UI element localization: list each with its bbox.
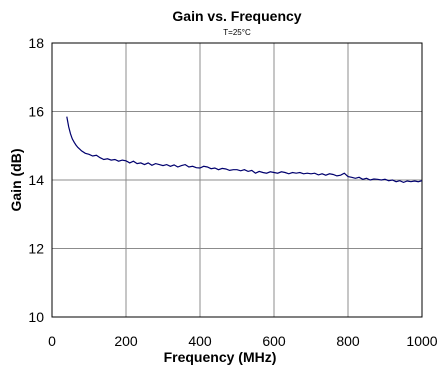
- x-axis-label: Frequency (MHz): [164, 349, 277, 365]
- gridlines: [52, 43, 422, 317]
- y-tick-labels: 10 12 14 16 18: [28, 35, 44, 325]
- x-tick-label-5: 1000: [406, 333, 437, 349]
- y-axis-label: Gain (dB): [8, 149, 24, 212]
- x-tick-label-0: 0: [48, 333, 56, 349]
- x-tick-label-4: 800: [336, 333, 360, 349]
- plot-area-frame: [51, 42, 423, 318]
- y-tick-label-2: 14: [28, 172, 44, 188]
- y-tick-label-4: 18: [28, 35, 44, 51]
- series-line-0: [66, 116, 423, 184]
- x-tick-labels: 0 200 400 600 800 1000: [48, 333, 438, 349]
- x-tick-label-3: 600: [262, 333, 286, 349]
- y-tick-label-0: 10: [28, 309, 44, 325]
- chart-title: Gain vs. Frequency: [172, 8, 301, 24]
- y-tick-label-3: 16: [28, 104, 44, 120]
- y-tick-label-1: 12: [28, 241, 44, 257]
- x-tick-label-1: 200: [114, 333, 138, 349]
- series-layer: [66, 116, 423, 184]
- chart-subtitle: T=25°C: [223, 28, 251, 37]
- x-tick-label-2: 400: [188, 333, 212, 349]
